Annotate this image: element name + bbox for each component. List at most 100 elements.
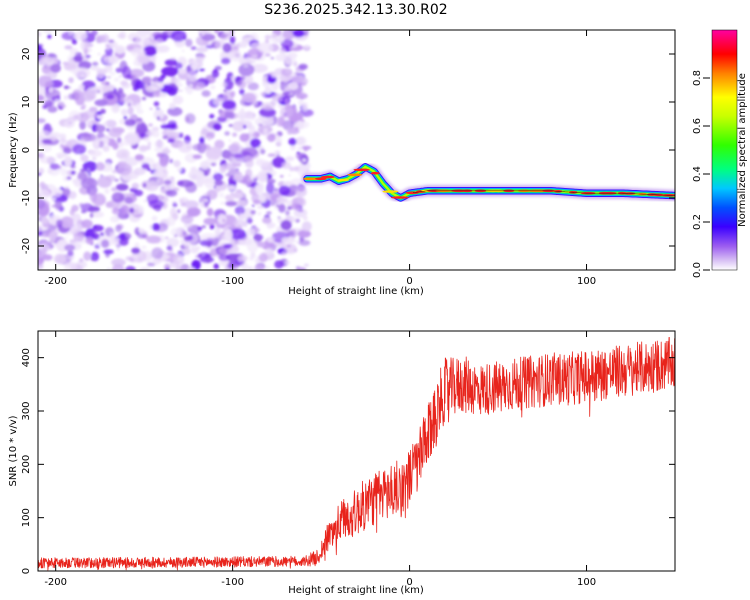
noise-blob <box>173 160 181 168</box>
noise-blob <box>174 39 186 48</box>
noise-blob <box>141 96 147 101</box>
noise-blob <box>296 77 308 86</box>
noise-blob <box>267 153 276 157</box>
noise-blob <box>111 187 118 192</box>
noise-blob <box>54 200 63 210</box>
spectrogram-xtick-label: -100 <box>221 276 244 287</box>
noise-blob <box>192 154 202 160</box>
noise-blob <box>161 66 179 77</box>
noise-blob <box>149 107 153 110</box>
noise-blob <box>143 199 147 203</box>
ridge-centre-line <box>413 190 675 196</box>
noise-blob <box>296 267 307 270</box>
noise-blob <box>237 256 243 263</box>
noise-blob <box>162 121 167 125</box>
noise-blob <box>229 228 247 240</box>
noise-blob <box>184 200 199 209</box>
noise-blob <box>71 213 81 222</box>
noise-blob <box>145 131 153 136</box>
noise-blob <box>61 31 77 41</box>
noise-blob <box>90 257 96 261</box>
spectrogram-xtick-label: 100 <box>577 276 596 287</box>
noise-blob <box>141 245 147 249</box>
noise-blob <box>166 245 173 251</box>
noise-blob <box>79 258 84 263</box>
noise-blob <box>129 68 145 78</box>
noise-blob <box>41 247 48 254</box>
noise-blob <box>97 176 112 188</box>
noise-blob <box>282 30 294 39</box>
noise-blob <box>109 71 116 76</box>
noise-blob <box>172 95 184 105</box>
noise-blob <box>284 91 291 95</box>
noise-blob <box>165 267 170 270</box>
noise-blob <box>285 210 290 216</box>
noise-blob <box>165 189 178 197</box>
noise-blob <box>80 39 89 52</box>
noise-blob <box>120 204 129 215</box>
noise-blob <box>72 144 87 155</box>
noise-blob <box>138 145 149 152</box>
noise-blob <box>185 38 193 47</box>
noise-blob <box>90 211 105 218</box>
noise-blob <box>68 32 73 35</box>
noise-blob <box>50 63 61 73</box>
noise-blob <box>228 139 231 143</box>
noise-blob <box>234 200 247 207</box>
noise-blob <box>142 38 149 44</box>
noise-blob <box>92 230 98 235</box>
noise-blob <box>241 176 253 185</box>
noise-blob <box>266 211 272 215</box>
noise-blob <box>136 108 144 115</box>
noise-blob <box>209 113 215 119</box>
snr-ytick-label: 400 <box>21 348 32 367</box>
spectrogram-ylabel: Frequency (Hz) <box>8 112 19 188</box>
noise-blob <box>61 104 67 108</box>
noise-blob <box>129 207 135 214</box>
noise-blob <box>68 191 77 200</box>
spectrogram-xtick-label: -200 <box>44 276 67 287</box>
noise-blob <box>210 162 217 167</box>
noise-blob <box>221 82 228 88</box>
noise-blob <box>89 106 98 112</box>
noise-blob <box>60 144 64 148</box>
noise-blob <box>156 116 160 121</box>
noise-blob <box>232 158 244 164</box>
colorbar-tick-label: 0.4 <box>692 166 703 182</box>
noise-blob <box>146 235 162 244</box>
spectrogram-ytick-label: -10 <box>21 190 32 206</box>
noise-blob <box>38 130 52 140</box>
noise-blob <box>238 63 255 77</box>
noise-blob <box>107 267 111 270</box>
noise-blob <box>225 194 231 201</box>
noise-blob <box>73 232 85 242</box>
ridge-core <box>320 175 335 179</box>
noise-blob <box>59 138 67 143</box>
noise-blob <box>38 118 46 124</box>
noise-blob <box>244 110 255 120</box>
noise-blob <box>166 123 176 130</box>
noise-blob <box>300 119 305 122</box>
noise-blob <box>47 71 58 79</box>
colorbar: 0.0 0.2 0.4 0.6 0.8 Normalized spectral ampl… <box>692 29 748 278</box>
noise-blob <box>268 168 274 172</box>
noise-blob <box>111 192 125 203</box>
noise-blob <box>118 238 129 246</box>
noise-blob <box>288 138 297 146</box>
noise-blob <box>94 243 100 249</box>
noise-blob <box>38 152 45 159</box>
noise-blob <box>185 85 194 95</box>
snr-ytick-label: 0 <box>21 568 32 574</box>
noise-blob <box>286 244 291 248</box>
noise-blob <box>280 106 294 119</box>
noise-blob <box>47 106 58 113</box>
noise-blob <box>190 46 197 50</box>
noise-blob <box>297 146 303 151</box>
noise-blob <box>247 266 253 270</box>
noise-blob <box>159 179 164 186</box>
noise-blob <box>180 239 184 244</box>
noise-blob <box>130 254 138 259</box>
snr-xtick-label: -100 <box>221 577 244 588</box>
noise-blob <box>64 186 70 189</box>
